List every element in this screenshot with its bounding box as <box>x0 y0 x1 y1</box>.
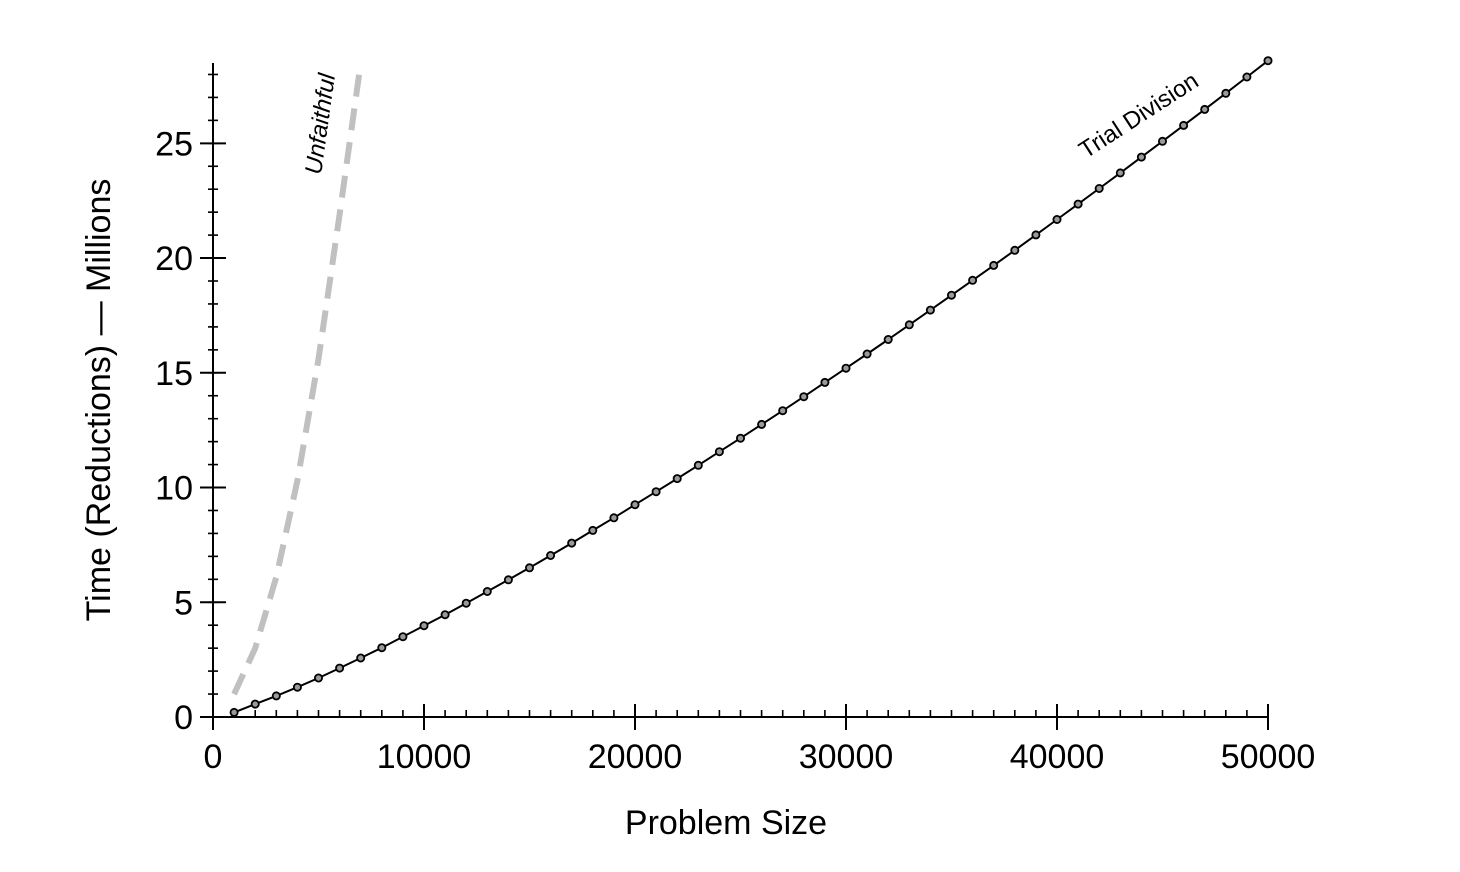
y-tick-label: 10 <box>155 470 193 508</box>
y-tick-label: 5 <box>174 584 193 622</box>
data-point-trial-division <box>820 377 830 387</box>
ticks-group <box>200 73 1269 730</box>
markers-group <box>229 56 1273 717</box>
data-point-trial-division <box>419 621 429 631</box>
data-point-trial-division <box>313 673 323 683</box>
data-point-trial-division <box>672 474 682 484</box>
y-axis-title: Time (Reductions) — Millions <box>80 179 118 622</box>
data-point-trial-division <box>714 447 724 457</box>
data-point-trial-division <box>503 575 513 585</box>
data-point-trial-division <box>609 513 619 523</box>
data-point-trial-division <box>904 320 914 330</box>
y-tick-label: 15 <box>155 355 193 393</box>
data-point-trial-division <box>925 305 935 315</box>
data-point-trial-division <box>1179 120 1189 130</box>
axes-group <box>212 63 1268 718</box>
data-point-trial-division <box>862 349 872 359</box>
data-point-trial-division <box>1031 230 1041 240</box>
x-tick-label: 50000 <box>1221 738 1316 776</box>
data-point-trial-division <box>799 392 809 402</box>
data-point-trial-division <box>229 707 239 717</box>
data-point-trial-division <box>567 538 577 548</box>
data-point-trial-division <box>292 682 302 692</box>
data-point-trial-division <box>630 500 640 510</box>
data-point-trial-division <box>757 419 767 429</box>
series-label-trial-division: Trial Division <box>1074 67 1203 164</box>
data-point-trial-division <box>651 487 661 497</box>
data-point-trial-division <box>1136 152 1146 162</box>
data-point-trial-division <box>335 663 345 673</box>
series-line-unfaithful <box>231 62 364 696</box>
series-line-trial-division <box>233 59 1269 714</box>
data-point-trial-division <box>1200 104 1210 114</box>
data-point-trial-division <box>356 653 366 663</box>
x-tick-label: 10000 <box>377 738 472 776</box>
data-point-trial-division <box>968 275 978 285</box>
data-point-trial-division <box>271 691 281 701</box>
y-tick-label: 25 <box>155 125 193 163</box>
data-point-trial-division <box>1263 56 1273 66</box>
data-point-trial-division <box>588 525 598 535</box>
data-point-trial-division <box>883 334 893 344</box>
x-tick-label: 20000 <box>588 738 683 776</box>
data-point-trial-division <box>440 610 450 620</box>
data-point-trial-division <box>693 460 703 470</box>
data-point-trial-division <box>377 643 387 653</box>
data-point-trial-division <box>736 433 746 443</box>
data-point-trial-division <box>546 551 556 561</box>
data-point-trial-division <box>250 699 260 709</box>
data-point-trial-division <box>989 260 999 270</box>
data-point-trial-division <box>1115 168 1125 178</box>
data-point-trial-division <box>841 363 851 373</box>
data-point-trial-division <box>1242 72 1252 82</box>
x-axis-title: Problem Size <box>625 804 827 842</box>
data-point-trial-division <box>525 563 535 573</box>
data-point-trial-division <box>1221 88 1231 98</box>
data-point-trial-division <box>947 290 957 300</box>
data-point-trial-division <box>482 587 492 597</box>
tick-labels-group: 0 10000 20000 30000 40000 50000 0 5 10 15 20 25 <box>155 125 1315 776</box>
x-tick-label: 30000 <box>799 738 894 776</box>
series-group <box>231 59 1269 714</box>
data-point-trial-division <box>778 406 788 416</box>
series-label-unfaithful: Unfaithful <box>300 71 341 176</box>
data-point-trial-division <box>1010 245 1020 255</box>
y-tick-label: 20 <box>155 240 193 278</box>
data-point-trial-division <box>1158 136 1168 146</box>
data-point-trial-division <box>398 632 408 642</box>
data-point-trial-division <box>1052 214 1062 224</box>
data-point-trial-division <box>1073 199 1083 209</box>
data-point-trial-division <box>1094 183 1104 193</box>
y-tick-label: 0 <box>174 699 193 737</box>
x-tick-label: 40000 <box>1010 738 1105 776</box>
x-tick-label: 0 <box>204 738 223 776</box>
data-point-trial-division <box>461 598 471 608</box>
